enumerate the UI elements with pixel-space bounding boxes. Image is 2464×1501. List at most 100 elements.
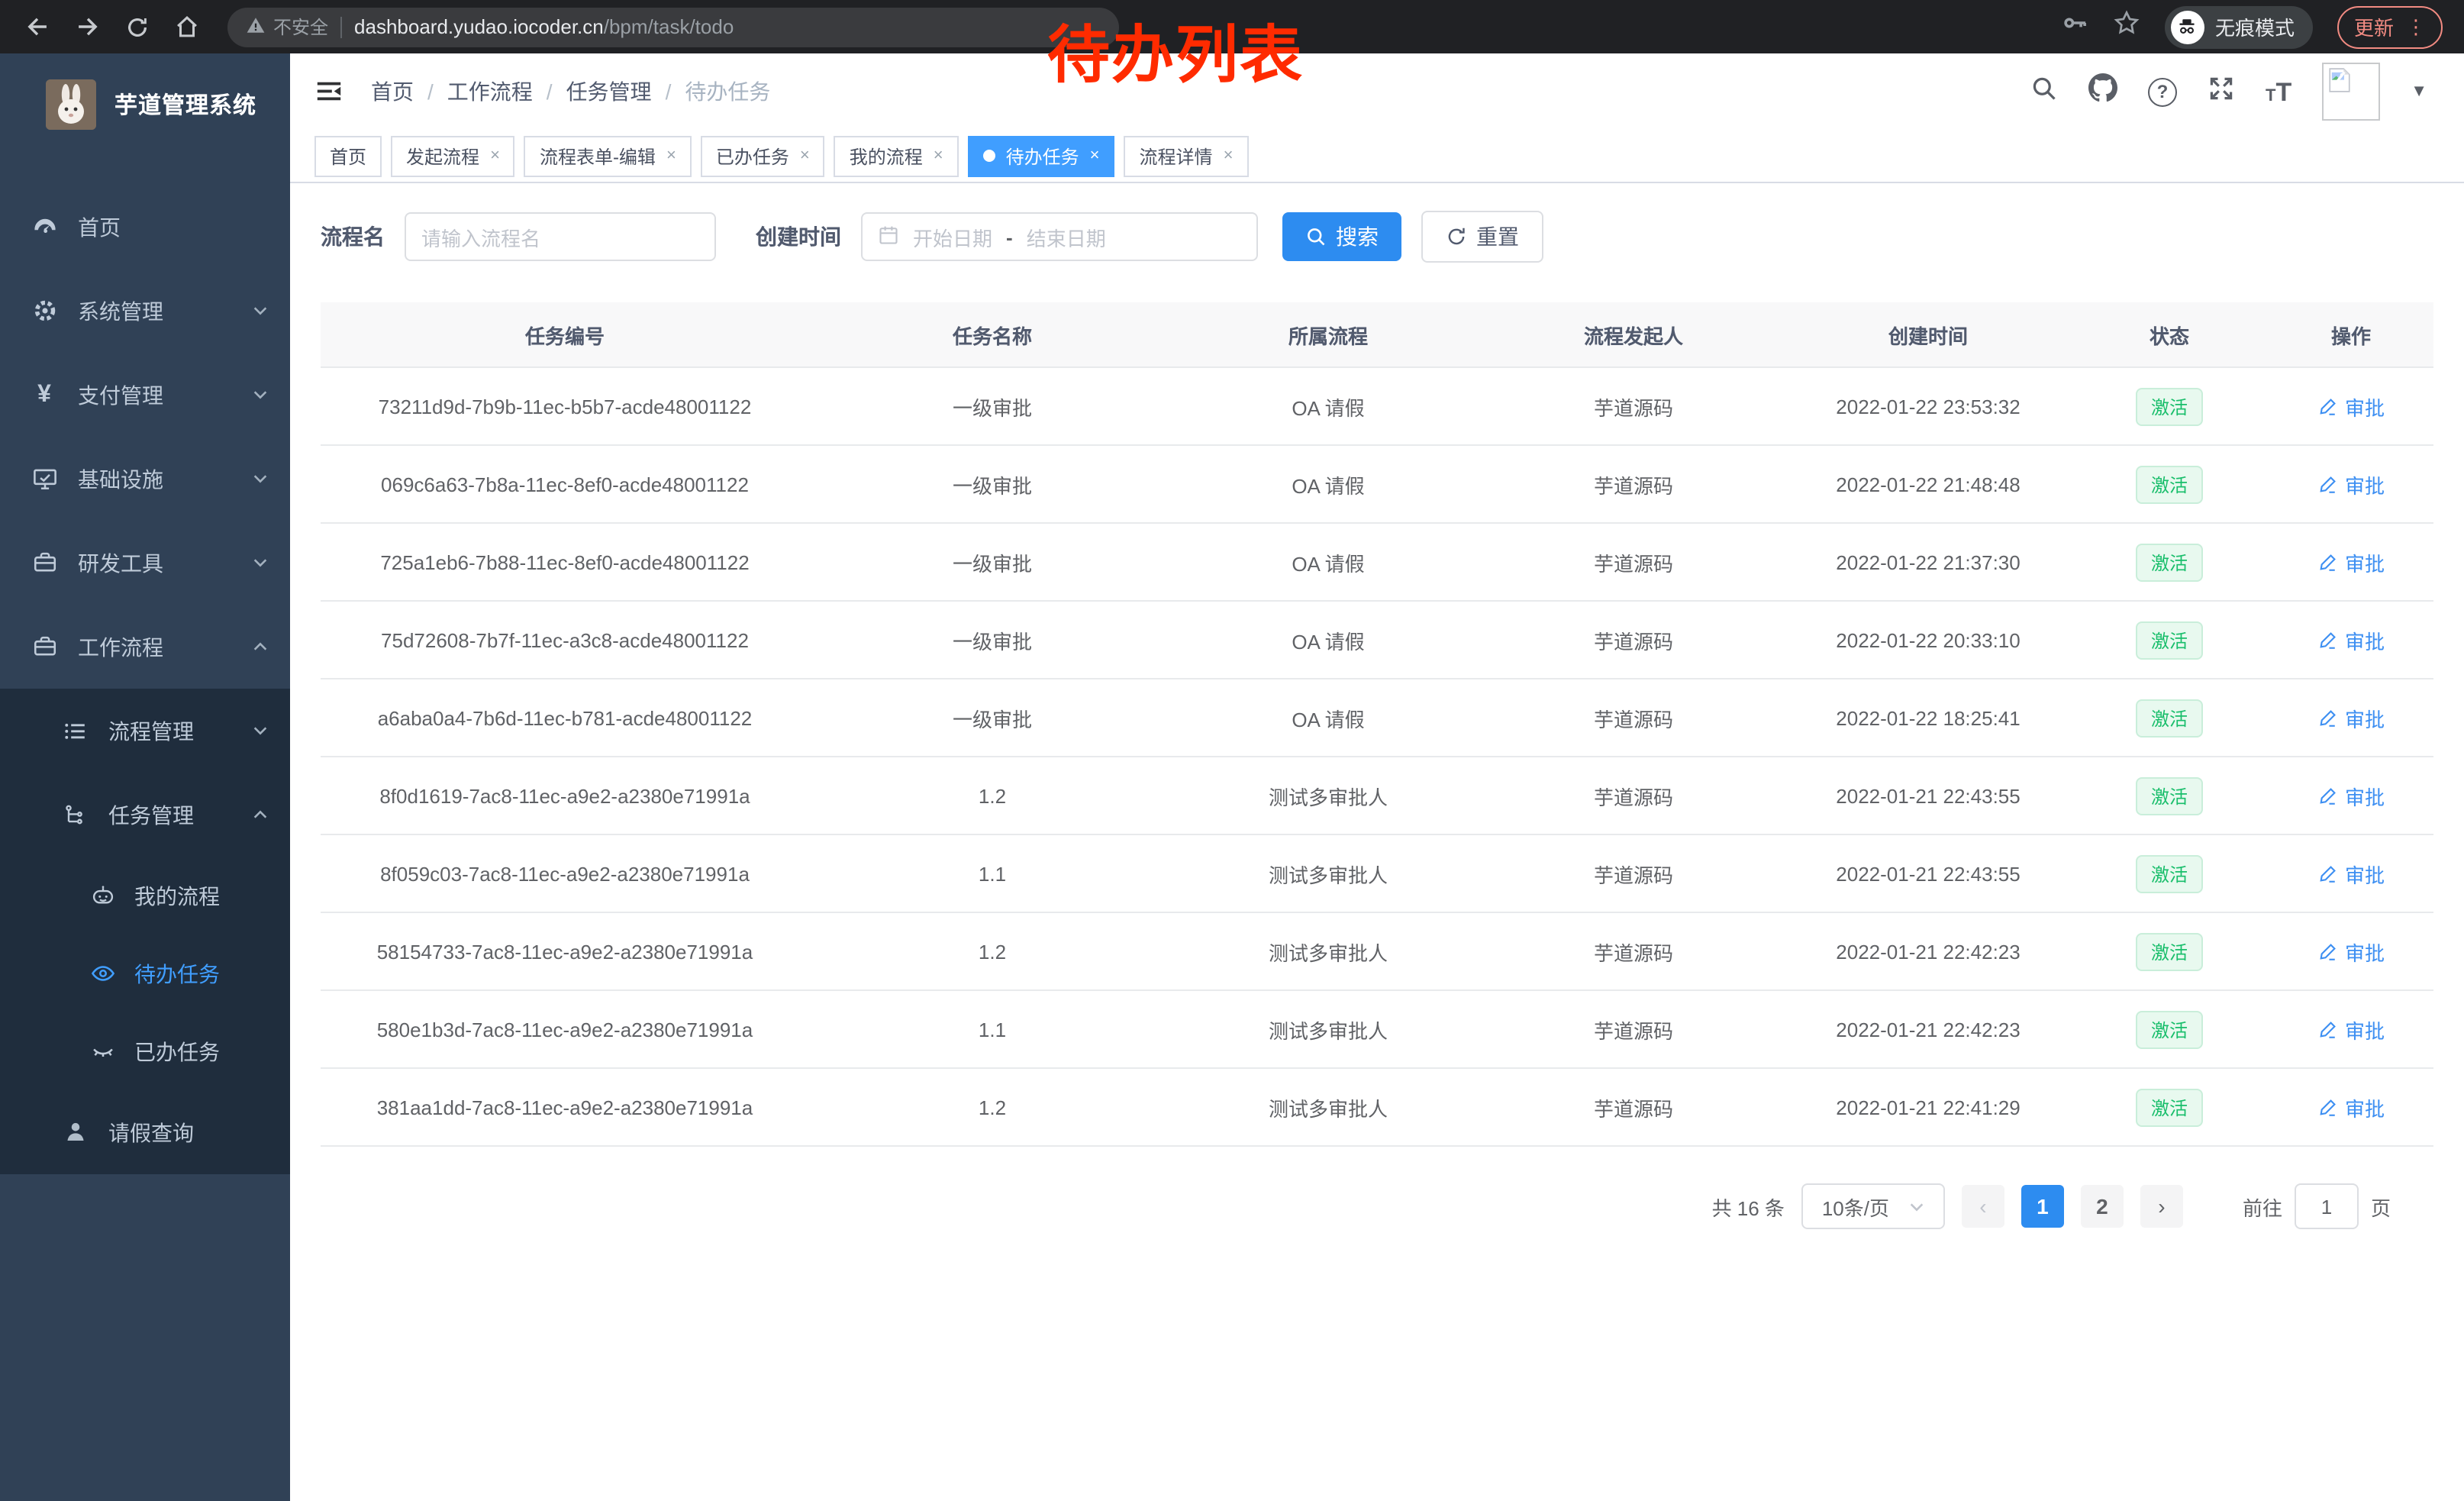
forward-icon[interactable] (75, 14, 101, 40)
cell-initiator: 芋道源码 (1481, 990, 1786, 1069)
approve-link[interactable]: 审批 (2317, 470, 2385, 499)
next-page-button[interactable]: › (2140, 1185, 2183, 1228)
sidebar-item-todo-tasks[interactable]: 待办任务 (0, 934, 290, 1012)
approve-link[interactable]: 审批 (2317, 1015, 2385, 1044)
create-time-range-picker[interactable]: 开始日期 - 结束日期 (861, 212, 1258, 261)
cell-process: 测试多审批人 (1176, 834, 1481, 913)
url-text: dashboard.yudao.iocoder.cn/bpm/task/todo (354, 15, 734, 38)
edit-pencil-icon (2320, 476, 2336, 492)
person-icon (61, 1119, 89, 1145)
search-button[interactable]: 搜索 (1282, 212, 1401, 261)
approve-link[interactable]: 审批 (2317, 547, 2385, 576)
breadcrumb: 首页 / 工作流程 / 任务管理 / 待办任务 (371, 76, 770, 107)
tab-form-edit[interactable]: 流程表单-编辑 × (524, 135, 692, 176)
tab-my-process[interactable]: 我的流程 × (834, 135, 959, 176)
cell-status: 激活 (2070, 834, 2269, 913)
cell-task-id: 069c6a63-7b8a-11ec-8ef0-acde48001122 (321, 445, 809, 524)
close-icon[interactable]: × (1089, 147, 1100, 165)
github-icon[interactable] (2088, 73, 2117, 110)
page-size-select[interactable]: 10条/页 (1801, 1183, 1945, 1229)
tab-todo-tasks[interactable]: 待办任务 × (967, 135, 1115, 176)
sidebar-item-my-process[interactable]: 我的流程 (0, 857, 290, 934)
sidebar-item-infra[interactable]: 基础设施 (0, 437, 290, 521)
sidebar-item-done-tasks[interactable]: 已办任务 (0, 1012, 290, 1090)
sidebar-item-process-mgmt[interactable]: 流程管理 (0, 689, 290, 773)
cell-task-name: 1.2 (809, 757, 1176, 835)
incognito-icon (2170, 10, 2204, 44)
sidebar-item-devtools[interactable]: 研发工具 (0, 521, 290, 605)
sidebar-item-home[interactable]: 首页 (0, 185, 290, 269)
reset-button[interactable]: 重置 (1421, 211, 1543, 263)
cell-process: OA 请假 (1176, 445, 1481, 524)
close-icon[interactable]: × (799, 147, 810, 165)
cell-process: OA 请假 (1176, 523, 1481, 602)
prev-page-button[interactable]: ‹ (1961, 1185, 2004, 1228)
table-row: 580e1b3d-7ac8-11ec-a9e2-a2380e71991a 1.1… (321, 990, 2433, 1069)
cell-actions: 审批 (2269, 1068, 2433, 1147)
approve-link[interactable]: 审批 (2317, 859, 2385, 888)
status-badge: 激活 (2135, 621, 2203, 659)
address-bar[interactable]: 不安全 dashboard.yudao.iocoder.cn/bpm/task/… (227, 7, 1119, 47)
eye-open-icon (89, 960, 116, 986)
browser-menu-icon[interactable]: ⋮ (2406, 15, 2426, 37)
app-title: 芋道管理系统 (114, 92, 257, 118)
tab-start-process[interactable]: 发起流程 × (391, 135, 515, 176)
cell-created: 2022-01-21 22:43:55 (1786, 757, 2070, 835)
goto-page-input[interactable]: 1 (2294, 1183, 2359, 1229)
back-icon[interactable] (24, 14, 50, 40)
home-icon[interactable] (174, 14, 200, 40)
avatar-caret-icon[interactable]: ▼ (2411, 82, 2427, 101)
cell-initiator: 芋道源码 (1481, 757, 1786, 835)
status-badge: 激活 (2135, 932, 2203, 970)
approve-link[interactable]: 审批 (2317, 781, 2385, 810)
cell-task-id: a6aba0a4-7b6d-11ec-b781-acde48001122 (321, 679, 809, 757)
bookmark-star-icon[interactable] (2113, 9, 2140, 44)
reload-icon[interactable] (125, 15, 150, 39)
breadcrumb-task-mgmt[interactable]: 任务管理 (566, 79, 652, 104)
yen-icon: ¥ (37, 381, 51, 407)
sidebar-item-system[interactable]: 系统管理 (0, 269, 290, 353)
start-date-placeholder[interactable]: 开始日期 (913, 227, 993, 250)
sidebar-item-workflow[interactable]: 工作流程 (0, 605, 290, 689)
close-icon[interactable]: × (933, 147, 943, 165)
cell-created: 2022-01-22 18:25:41 (1786, 679, 2070, 757)
close-icon[interactable]: × (490, 147, 500, 165)
update-label: 更新 (2353, 17, 2394, 40)
fullscreen-icon[interactable] (2208, 74, 2235, 109)
browser-update-button[interactable]: 更新 ⋮ (2337, 5, 2443, 48)
help-icon[interactable]: ? (2147, 77, 2177, 106)
approve-link[interactable]: 审批 (2317, 1093, 2385, 1122)
key-icon[interactable] (2061, 9, 2088, 44)
process-name-input[interactable]: 请输入流程名 (405, 212, 716, 261)
avatar[interactable] (2322, 63, 2381, 121)
close-icon[interactable]: × (1223, 147, 1234, 165)
approve-link[interactable]: 审批 (2317, 625, 2385, 654)
tab-done-tasks[interactable]: 已办任务 × (700, 135, 825, 176)
breadcrumb-home[interactable]: 首页 (371, 79, 414, 104)
end-date-placeholder[interactable]: 结束日期 (1026, 227, 1106, 250)
approve-link[interactable]: 审批 (2317, 703, 2385, 732)
cell-status: 激活 (2070, 523, 2269, 602)
breadcrumb-workflow[interactable]: 工作流程 (447, 79, 533, 104)
approve-link[interactable]: 审批 (2317, 392, 2385, 421)
sidebar-item-payment[interactable]: ¥ 支付管理 (0, 353, 290, 437)
sidebar-item-leave-query[interactable]: 请假查询 (0, 1090, 290, 1174)
page-button-2[interactable]: 2 (2080, 1185, 2124, 1228)
cell-status: 激活 (2070, 445, 2269, 524)
page-content: 流程名 请输入流程名 创建时间 开始日期 - 结束日期 搜索 重置 (290, 183, 2464, 1229)
close-icon[interactable]: × (666, 147, 676, 165)
sidebar-item-task-mgmt[interactable]: 任务管理 (0, 773, 290, 857)
search-icon[interactable] (2030, 74, 2058, 109)
approve-link[interactable]: 审批 (2317, 937, 2385, 966)
cell-process: 测试多审批人 (1176, 912, 1481, 991)
tab-home[interactable]: 首页 (314, 135, 382, 176)
dashboard-icon (31, 214, 58, 240)
edit-pencil-icon (2320, 943, 2336, 960)
page-button-1[interactable]: 1 (2021, 1185, 2064, 1228)
tab-process-detail[interactable]: 流程详情 × (1124, 135, 1249, 176)
sidebar-collapse-icon[interactable] (314, 77, 343, 106)
browser-toolbar: 不安全 dashboard.yudao.iocoder.cn/bpm/task/… (0, 0, 2464, 53)
tree-icon (61, 802, 89, 827)
divider (340, 16, 343, 37)
